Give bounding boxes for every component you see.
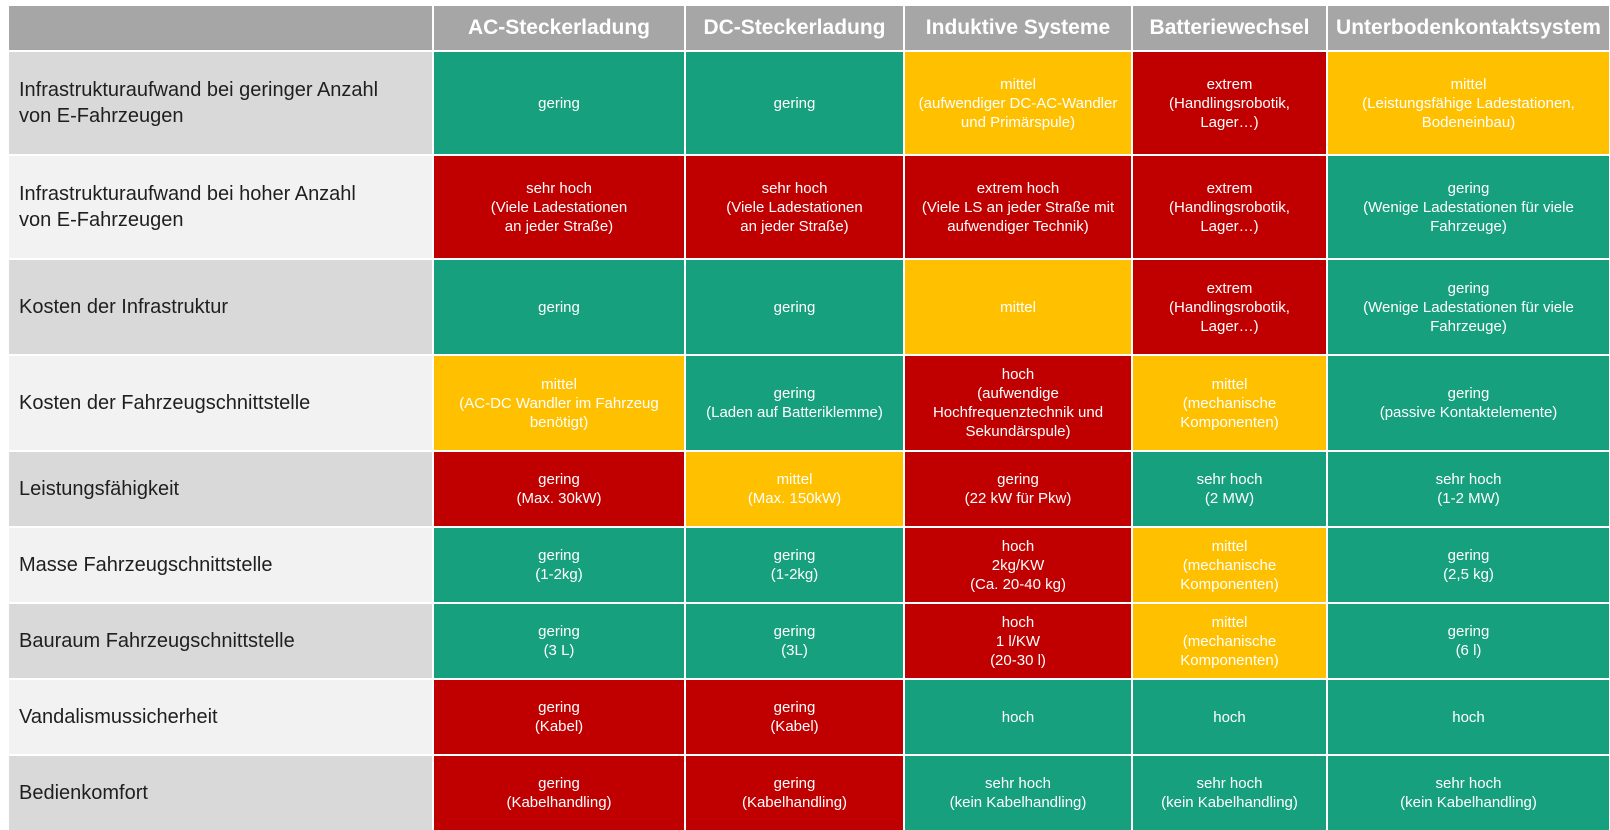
rating-cell-ac: sehr hoch (Viele Ladestationen an jeder … — [434, 156, 684, 258]
rating-cell-ac: gering — [434, 52, 684, 154]
rating-cell-inductive: extrem hoch (Viele LS an jeder Straße mi… — [905, 156, 1131, 258]
rating-cell-dc: gering (Kabelhandling) — [686, 756, 903, 830]
rating-cell-ac: gering (Max. 30kW) — [434, 452, 684, 526]
rating-cell-underbody: gering (Wenige Ladestationen für viele F… — [1328, 260, 1609, 354]
rating-cell-ac: gering (1-2kg) — [434, 528, 684, 602]
row-label: Masse Fahrzeugschnittstelle — [9, 528, 432, 602]
column-header-dc: DC-Steckerladung — [686, 6, 903, 50]
rating-cell-underbody: sehr hoch (kein Kabelhandling) — [1328, 756, 1609, 830]
rating-cell-ac: gering — [434, 260, 684, 354]
rating-cell-battery-swap: mittel (mechanische Komponenten) — [1133, 356, 1326, 450]
rating-cell-dc: gering — [686, 52, 903, 154]
rating-cell-battery-swap: sehr hoch (kein Kabelhandling) — [1133, 756, 1326, 830]
rating-cell-battery-swap: mittel (mechanische Komponenten) — [1133, 604, 1326, 678]
rating-cell-dc: gering (Laden auf Batteriklemme) — [686, 356, 903, 450]
rating-cell-battery-swap: hoch — [1133, 680, 1326, 754]
rating-cell-underbody: gering (passive Kontaktelemente) — [1328, 356, 1609, 450]
row-label: Vandalismussicherheit — [9, 680, 432, 754]
rating-cell-ac: gering (3 L) — [434, 604, 684, 678]
rating-cell-battery-swap: mittel (mechanische Komponenten) — [1133, 528, 1326, 602]
rating-cell-ac: gering (Kabelhandling) — [434, 756, 684, 830]
rating-cell-inductive: mittel — [905, 260, 1131, 354]
column-header-battery-swap: Batteriewechsel — [1133, 6, 1326, 50]
row-label: Bauraum Fahrzeugschnittstelle — [9, 604, 432, 678]
rating-cell-battery-swap: sehr hoch (2 MW) — [1133, 452, 1326, 526]
rating-cell-dc: sehr hoch (Viele Ladestationen an jeder … — [686, 156, 903, 258]
rating-cell-dc: gering (3L) — [686, 604, 903, 678]
column-header-underbody: Unterbodenkontaktsystem — [1328, 6, 1609, 50]
rating-cell-inductive: sehr hoch (kein Kabelhandling) — [905, 756, 1131, 830]
column-header-ac: AC-Steckerladung — [434, 6, 684, 50]
rating-cell-inductive: hoch 1 l/KW (20-30 l) — [905, 604, 1131, 678]
rating-cell-dc: gering (Kabel) — [686, 680, 903, 754]
rating-cell-battery-swap: extrem (Handlingsrobotik, Lager…) — [1133, 260, 1326, 354]
rating-cell-battery-swap: extrem (Handlingsrobotik, Lager…) — [1133, 52, 1326, 154]
rating-cell-underbody: sehr hoch (1-2 MW) — [1328, 452, 1609, 526]
rating-cell-inductive: hoch (aufwendige Hochfrequenztechnik und… — [905, 356, 1131, 450]
row-label: Kosten der Fahrzeugschnittstelle — [9, 356, 432, 450]
rating-cell-dc: gering (1-2kg) — [686, 528, 903, 602]
rating-cell-inductive: hoch — [905, 680, 1131, 754]
column-header-inductive: Induktive Systeme — [905, 6, 1131, 50]
row-label: Leistungsfähigkeit — [9, 452, 432, 526]
rating-cell-dc: gering — [686, 260, 903, 354]
comparison-table: AC-Steckerladung DC-Steckerladung Indukt… — [9, 6, 1609, 830]
rating-cell-inductive: gering (22 kW für Pkw) — [905, 452, 1131, 526]
row-label: Kosten der Infrastruktur — [9, 260, 432, 354]
row-label: Bedienkomfort — [9, 756, 432, 830]
rating-cell-underbody: hoch — [1328, 680, 1609, 754]
rating-cell-underbody: mittel (Leistungsfähige Ladestationen, B… — [1328, 52, 1609, 154]
rating-cell-underbody: gering (6 l) — [1328, 604, 1609, 678]
rating-cell-ac: gering (Kabel) — [434, 680, 684, 754]
row-label: Infrastrukturaufwand bei geringer Anzahl… — [9, 52, 432, 154]
rating-cell-ac: mittel (AC-DC Wandler im Fahrzeug benöti… — [434, 356, 684, 450]
row-label: Infrastrukturaufwand bei hoher Anzahl vo… — [9, 156, 432, 258]
header-corner — [9, 6, 432, 50]
rating-cell-underbody: gering (Wenige Ladestationen für viele F… — [1328, 156, 1609, 258]
rating-cell-inductive: hoch 2kg/KW (Ca. 20-40 kg) — [905, 528, 1131, 602]
rating-cell-dc: mittel (Max. 150kW) — [686, 452, 903, 526]
rating-cell-battery-swap: extrem (Handlingsrobotik, Lager…) — [1133, 156, 1326, 258]
rating-cell-underbody: gering (2,5 kg) — [1328, 528, 1609, 602]
rating-cell-inductive: mittel (aufwendiger DC-AC-Wandler und Pr… — [905, 52, 1131, 154]
